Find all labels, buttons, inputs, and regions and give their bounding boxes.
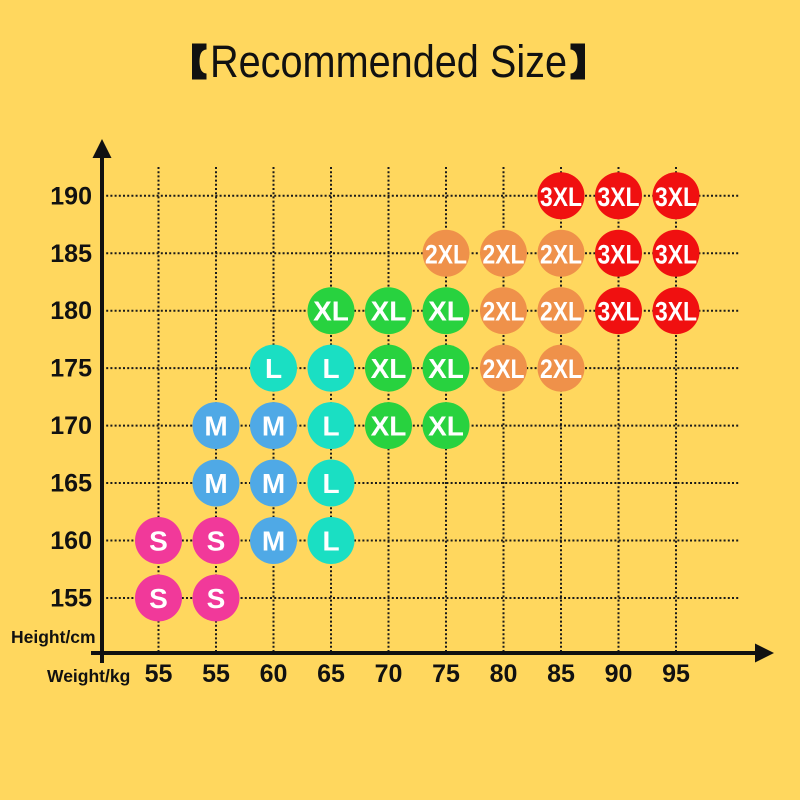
svg-text:M: M: [262, 526, 285, 557]
svg-text:75: 75: [432, 660, 460, 688]
svg-text:95: 95: [662, 660, 690, 688]
svg-text:2XL: 2XL: [540, 239, 582, 269]
svg-text:S: S: [149, 583, 168, 614]
svg-text:XL: XL: [428, 411, 464, 442]
svg-text:3XL: 3XL: [540, 182, 582, 212]
svg-text:L: L: [265, 353, 282, 384]
svg-text:2XL: 2XL: [483, 297, 525, 327]
svg-text:65: 65: [317, 660, 345, 688]
svg-text:90: 90: [605, 660, 633, 688]
svg-text:2XL: 2XL: [540, 354, 582, 384]
svg-text:3XL: 3XL: [655, 182, 697, 212]
svg-text:175: 175: [50, 355, 92, 383]
svg-text:XL: XL: [371, 296, 407, 327]
svg-text:3XL: 3XL: [655, 297, 697, 327]
svg-text:60: 60: [260, 660, 288, 688]
svg-text:M: M: [262, 468, 285, 499]
svg-text:L: L: [322, 526, 339, 557]
svg-text:XL: XL: [371, 353, 407, 384]
svg-text:70: 70: [375, 660, 403, 688]
svg-text:M: M: [204, 411, 227, 442]
svg-text:2XL: 2XL: [483, 354, 525, 384]
svg-text:L: L: [322, 468, 339, 499]
svg-text:L: L: [322, 411, 339, 442]
svg-text:165: 165: [50, 470, 92, 498]
svg-text:M: M: [262, 411, 285, 442]
svg-text:190: 190: [50, 182, 92, 210]
svg-text:185: 185: [50, 240, 92, 268]
svg-text:160: 160: [50, 527, 92, 555]
svg-text:3XL: 3XL: [598, 297, 640, 327]
svg-text:155: 155: [50, 584, 92, 612]
svg-text:XL: XL: [313, 296, 349, 327]
svg-text:S: S: [207, 526, 226, 557]
svg-text:170: 170: [50, 412, 92, 440]
svg-text:M: M: [204, 468, 227, 499]
svg-text:S: S: [149, 526, 168, 557]
svg-text:3XL: 3XL: [655, 239, 697, 269]
svg-text:2XL: 2XL: [540, 297, 582, 327]
svg-text:80: 80: [490, 660, 518, 688]
svg-text:Weight/kg: Weight/kg: [47, 666, 130, 686]
svg-text:180: 180: [50, 297, 92, 325]
svg-text:3XL: 3XL: [598, 239, 640, 269]
svg-text:Height/cm: Height/cm: [11, 627, 96, 647]
svg-text:2XL: 2XL: [425, 239, 467, 269]
svg-text:S: S: [207, 583, 226, 614]
svg-text:2XL: 2XL: [483, 239, 525, 269]
svg-text:55: 55: [202, 660, 230, 688]
svg-text:XL: XL: [428, 353, 464, 384]
svg-text:L: L: [322, 353, 339, 384]
svg-text:85: 85: [547, 660, 575, 688]
svg-text:3XL: 3XL: [598, 182, 640, 212]
svg-text:Recommended Size: Recommended Size: [210, 36, 567, 87]
svg-text:55: 55: [145, 660, 173, 688]
svg-text:XL: XL: [428, 296, 464, 327]
svg-text:XL: XL: [371, 411, 407, 442]
